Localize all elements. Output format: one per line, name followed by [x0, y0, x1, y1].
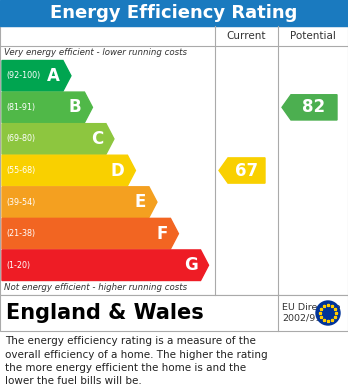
Text: EU Directive: EU Directive: [282, 303, 340, 312]
Text: 2002/91/EC: 2002/91/EC: [282, 314, 337, 323]
Text: lower the fuel bills will be.: lower the fuel bills will be.: [5, 377, 142, 386]
Text: (39-54): (39-54): [6, 197, 35, 206]
Text: (1-20): (1-20): [6, 261, 30, 270]
Bar: [0, 0, 348, 26]
Polygon shape: [2, 61, 71, 91]
Text: C: C: [91, 130, 103, 148]
Text: G: G: [184, 256, 198, 274]
Text: E: E: [135, 193, 146, 211]
Text: (69-80): (69-80): [6, 135, 35, 143]
Text: B: B: [69, 99, 81, 117]
Bar: [0, 295, 348, 331]
Text: D: D: [111, 161, 125, 179]
Polygon shape: [2, 155, 135, 186]
Text: (92-100): (92-100): [6, 71, 40, 80]
Text: Energy Efficiency Rating: Energy Efficiency Rating: [50, 4, 298, 22]
Text: overall efficiency of a home. The higher the rating: overall efficiency of a home. The higher…: [5, 350, 268, 359]
Text: Very energy efficient - lower running costs: Very energy efficient - lower running co…: [4, 48, 187, 57]
Text: (21-38): (21-38): [6, 229, 35, 238]
Polygon shape: [219, 158, 265, 183]
Text: Not energy efficient - higher running costs: Not energy efficient - higher running co…: [4, 283, 187, 292]
Polygon shape: [2, 124, 114, 154]
Text: England & Wales: England & Wales: [6, 303, 204, 323]
Polygon shape: [2, 250, 208, 280]
Text: Current: Current: [227, 31, 266, 41]
Text: Potential: Potential: [290, 31, 336, 41]
Text: (81-91): (81-91): [6, 103, 35, 112]
Circle shape: [316, 301, 340, 325]
Text: 67: 67: [235, 161, 258, 179]
Text: F: F: [156, 225, 167, 243]
Polygon shape: [2, 218, 179, 249]
Text: 82: 82: [302, 99, 326, 117]
Polygon shape: [2, 92, 93, 123]
Text: The energy efficiency rating is a measure of the: The energy efficiency rating is a measur…: [5, 336, 256, 346]
Polygon shape: [2, 187, 157, 217]
Bar: [0, 26, 348, 295]
Text: (55-68): (55-68): [6, 166, 35, 175]
Polygon shape: [282, 95, 337, 120]
Text: A: A: [47, 67, 60, 85]
Text: the more energy efficient the home is and the: the more energy efficient the home is an…: [5, 363, 246, 373]
